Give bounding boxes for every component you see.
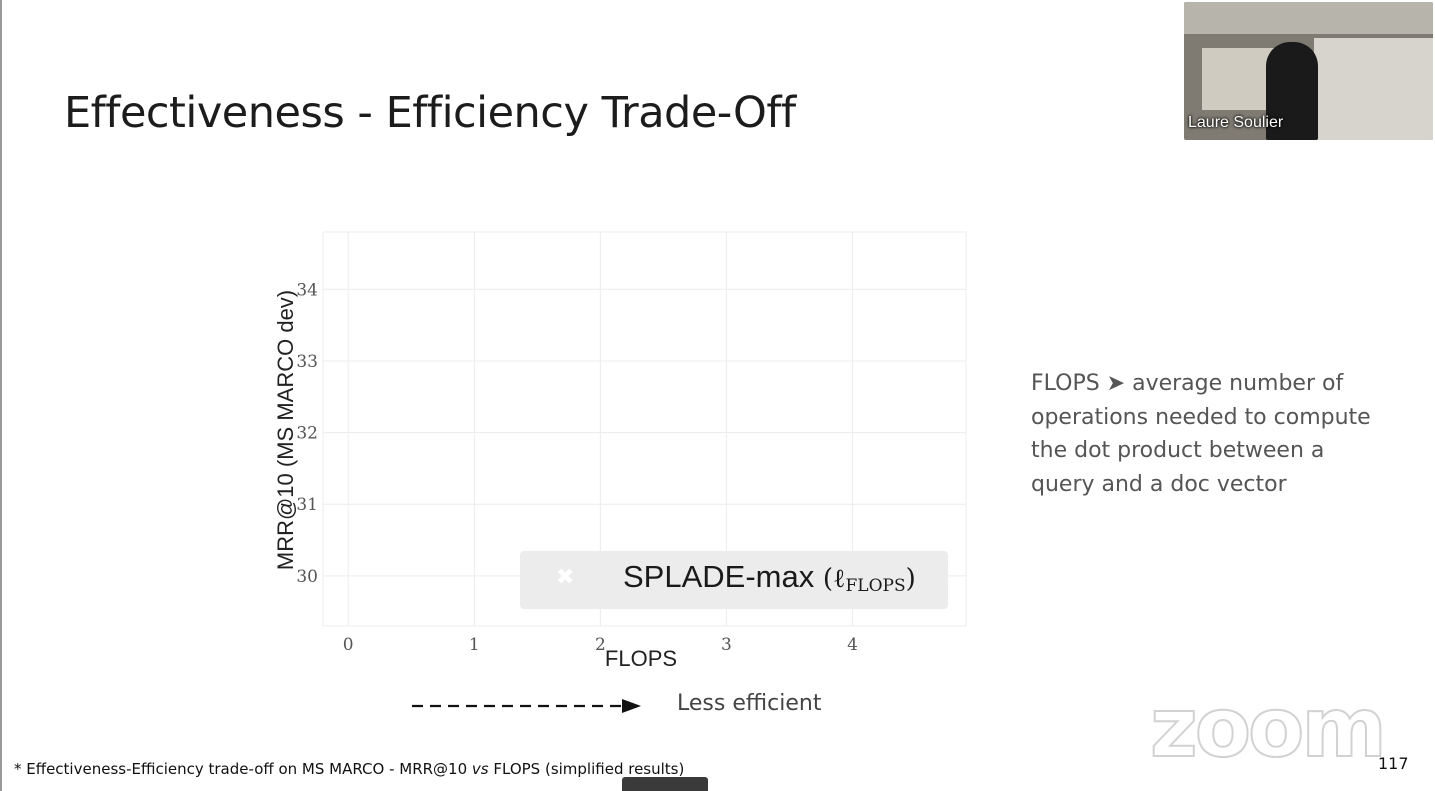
x-tick-label: 0	[343, 635, 354, 655]
chart: 0 1 2 3 4 30 31 32 33 34 FLOPS MRR@10 (MS MARCO dev…	[260, 220, 980, 680]
x-tick-label: 1	[469, 635, 480, 655]
video-speaker-figure	[1266, 42, 1318, 140]
efficiency-label: Less efficient	[677, 691, 822, 716]
legend-math-subscript: FLOPS	[845, 576, 906, 596]
y-tick-label: 33	[296, 352, 318, 372]
chart-legend: ✖ SPLADE-max (ℓFLOPS)	[520, 551, 948, 609]
legend-math-symbol: ℓ	[833, 564, 846, 594]
page-number: 117	[1378, 754, 1409, 773]
slide-left-edge	[0, 0, 2, 791]
footnote-vs: vs	[471, 760, 489, 778]
y-tick-label: 32	[296, 424, 318, 444]
video-background-strip	[1184, 2, 1433, 34]
y-tick-label: 31	[296, 495, 318, 515]
y-tick-label: 30	[296, 567, 318, 587]
x-axis-label: FLOPS	[605, 646, 677, 671]
y-axis-label: MRR@10 (MS MARCO dev)	[273, 290, 298, 570]
legend-math: (ℓFLOPS)	[822, 564, 916, 596]
flops-definition-note: FLOPS ➤ average number of operations nee…	[1031, 371, 1371, 497]
slide-title: Effectiveness - Efficiency Trade-Off	[64, 88, 796, 138]
zoom-logo: zoom	[1149, 681, 1388, 776]
x-tick-label: 3	[721, 635, 732, 655]
participant-video-tile[interactable]: Laure Soulier	[1184, 2, 1433, 140]
footnote: * Effectiveness-Efficiency trade-off on …	[14, 760, 684, 778]
x-tick-label: 4	[847, 635, 858, 655]
video-background-wall	[1314, 38, 1433, 140]
x-tick-label: 2	[595, 635, 606, 655]
plot-frame	[322, 231, 967, 627]
footnote-suffix: FLOPS (simplified results)	[488, 760, 685, 778]
legend-label: SPLADE-max (ℓFLOPS)	[623, 559, 916, 596]
y-tick-label: 34	[296, 280, 318, 300]
efficiency-arrow-icon	[412, 699, 641, 713]
legend-series-name: SPLADE-max	[623, 559, 815, 594]
participant-name: Laure Soulier	[1188, 114, 1284, 131]
bottom-toolbar-tab[interactable]	[622, 777, 708, 791]
footnote-prefix: * Effectiveness-Efficiency trade-off on …	[14, 760, 472, 778]
legend-marker-x-icon: ✖	[556, 565, 575, 590]
